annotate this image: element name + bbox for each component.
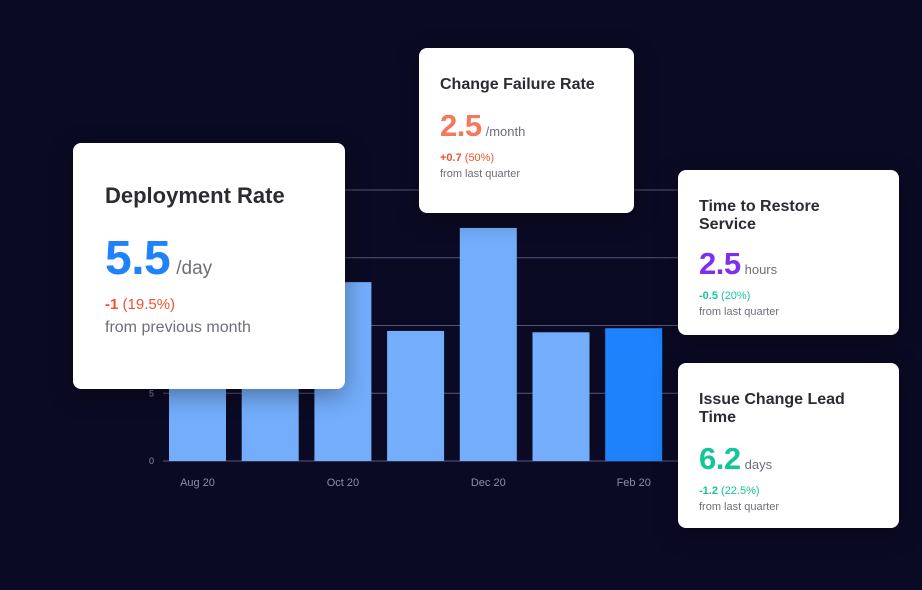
- deployment-rate-card: Deployment Rate 5.5 /day -1 (19.5%) from…: [73, 143, 345, 389]
- delta-percent: (20%): [721, 290, 751, 302]
- delta-value: -1: [105, 296, 119, 313]
- time-to-restore-card: Time to Restore Service 2.5 hours -0.5 (…: [678, 170, 899, 335]
- delta-value: -0.5: [699, 290, 718, 302]
- x-axis-ticks: Aug 20 Oct 20 Dec 20 Feb 20: [180, 477, 651, 489]
- metric-value: 2.5: [440, 108, 482, 143]
- comparison-period: from previous month: [105, 319, 251, 336]
- delta-percent: (22.5%): [721, 485, 760, 497]
- metric-unit: hours: [744, 262, 778, 277]
- delta: -1.2 (22.5%): [699, 485, 878, 497]
- y-axis-ticks: 05: [149, 388, 154, 466]
- delta-value: -1.2: [699, 485, 718, 497]
- metric-unit: /day: [176, 258, 213, 279]
- value-row: 6.2 days: [699, 441, 878, 477]
- bars: [169, 227, 663, 461]
- bar-dec-20: [459, 227, 517, 461]
- delta: +0.7 (50%): [440, 152, 613, 164]
- card-title: Deployment Rate: [105, 183, 285, 208]
- metric-unit: days: [744, 457, 773, 472]
- delta: -0.5 (20%): [699, 290, 878, 302]
- metric-value: 6.2: [699, 441, 741, 476]
- delta: -1 (19.5%): [105, 296, 313, 313]
- y-tick-label: 0: [149, 456, 154, 466]
- change-failure-rate-card: Change Failure Rate 2.5 /month +0.7 (50%…: [419, 48, 634, 213]
- comparison-period: from last quarter: [440, 168, 521, 180]
- x-tick-label: Oct 20: [327, 477, 359, 489]
- card-title: Time to Restore Service: [699, 198, 820, 233]
- bar-feb-20: [605, 328, 663, 461]
- metric-value: 5.5: [105, 232, 171, 285]
- comparison-period: from last quarter: [699, 501, 780, 513]
- issue-change-lead-time-card: Issue Change Lead Time 6.2 days -1.2 (22…: [678, 363, 899, 528]
- value-row: 5.5 /day: [105, 231, 313, 286]
- x-tick-label: Dec 20: [471, 477, 506, 489]
- bar-jan-21: [532, 332, 590, 461]
- x-tick-label: Feb 20: [617, 477, 651, 489]
- y-tick-label: 5: [149, 388, 154, 398]
- card-title: Issue Change Lead Time: [699, 391, 845, 426]
- x-tick-label: Aug 20: [180, 477, 215, 489]
- delta-value: +0.7: [440, 152, 462, 164]
- comparison-period: from last quarter: [699, 306, 780, 318]
- metric-value: 2.5: [699, 246, 741, 281]
- value-row: 2.5 hours: [699, 246, 878, 282]
- delta-percent: (19.5%): [122, 296, 176, 313]
- bar-nov-20: [387, 330, 445, 461]
- value-row: 2.5 /month: [440, 108, 613, 144]
- metric-unit: /month: [485, 124, 526, 139]
- card-title: Change Failure Rate: [440, 76, 595, 93]
- delta-percent: (50%): [464, 152, 495, 164]
